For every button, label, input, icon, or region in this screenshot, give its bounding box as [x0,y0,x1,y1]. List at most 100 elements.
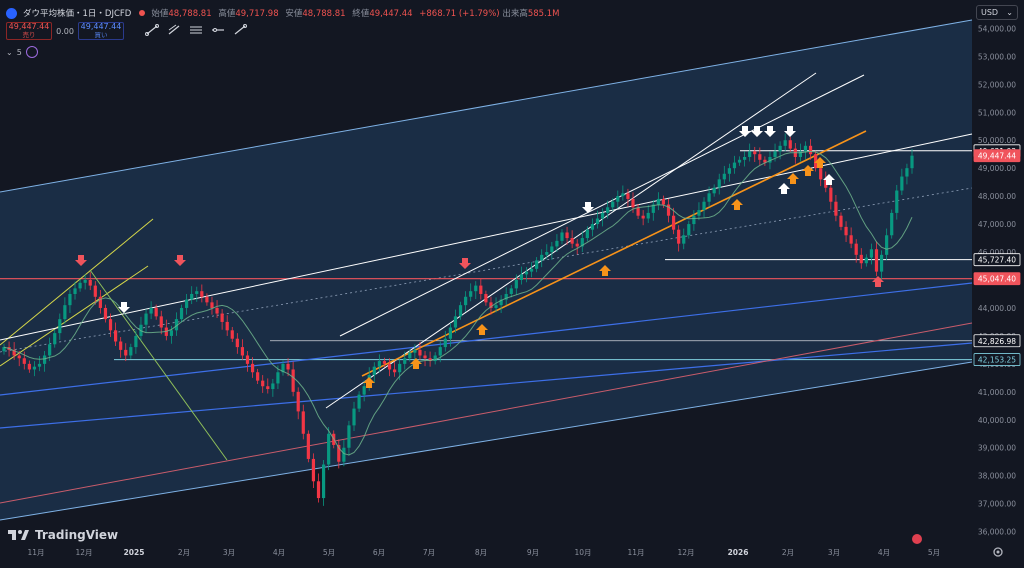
market-status-icon [139,10,146,16]
green-downtrend-line [89,269,228,461]
y-tick-label: 46,000.00 [978,248,1016,257]
x-tick-label: 12月 [677,548,694,557]
candle-body [753,151,757,155]
y-tick-label: 53,000.00 [978,52,1016,61]
up-arrow-marker [778,183,790,194]
x-tick-label: 5月 [928,548,940,557]
collapse-chevron-icon[interactable]: ⌄ [6,47,13,57]
candle-body [758,154,762,160]
candle-body [540,254,544,261]
candle-body [32,366,37,370]
candle-body [78,282,82,289]
y-tick-label: 44,000.00 [978,304,1016,313]
candle-body [408,352,412,359]
candle-body [83,280,87,283]
up-arrow-marker [363,377,375,388]
y-tick-label: 40,000.00 [978,416,1016,425]
y-tick-label: 49,000.00 [978,164,1016,173]
dow-logo-icon [6,7,17,19]
sell-price: 49,447.44 [8,22,50,31]
measure-tool-icon[interactable] [232,23,248,37]
candle-body [661,198,666,205]
candle-body [433,355,437,362]
currency-selector[interactable]: USD ⌄ [976,5,1018,20]
trade-panel: 49,447.44 売り 0.00 49,447.44 買い [6,22,124,40]
candle-body [453,316,458,328]
candle-body [413,349,417,353]
candle-body [773,151,777,157]
candle-body [798,151,803,157]
x-tick-label: 7月 [423,548,435,557]
candle-body [788,140,792,149]
candle-body [580,238,584,247]
fib-tool-icon[interactable] [188,23,204,37]
candle-body [190,293,194,300]
candle-body [879,254,884,272]
blue-trend-line-1 [0,282,973,396]
candle-body [494,305,498,308]
candle-body [590,224,595,230]
symbol-title[interactable]: ダウ平均株価・1日・DJCFD [23,9,132,19]
candle-body [677,229,681,244]
candle-body [722,173,726,180]
symbol-header: ダウ平均株価・1日・DJCFD 始値48,788.81 高値49,717.98 … [6,5,564,21]
orange-uptrend-line [361,130,867,377]
candle-body [641,215,645,219]
sell-button[interactable]: 49,447.44 売り [6,22,52,40]
price-label-box [973,353,1021,366]
candle-body [737,159,742,163]
sell-label: 売り [22,31,36,39]
candle-body [814,154,818,169]
buy-price: 49,447.44 [80,22,122,31]
candle-body [895,190,899,213]
candle-body [712,187,716,194]
candle-body [17,355,21,359]
indicator-visibility-icon[interactable] [25,46,38,58]
candle-body [93,285,97,297]
candle-body [58,319,62,334]
settings-gear-icon[interactable] [992,546,1004,558]
horizontal-line-tool-icon[interactable] [210,23,226,37]
y-tick-label: 37,000.00 [978,500,1016,509]
y-tick-label: 38,000.00 [978,472,1016,481]
red-trend-line [0,322,973,504]
candle-body [240,347,245,356]
candle-body [281,363,285,373]
candle-body [621,193,625,197]
candle-body [423,355,427,359]
candle-body [387,363,392,370]
down-arrow-marker [459,258,471,269]
x-tick-label: 2025 [124,548,145,557]
candle-body [509,288,513,294]
candle-body [839,215,843,227]
candle-body [595,218,600,225]
buy-button[interactable]: 49,447.44 買い [78,22,124,40]
trendline-tool-icon[interactable] [144,23,160,37]
indicator-period: 5 [16,47,22,57]
candle-body [301,411,305,434]
ray-tool-icon[interactable] [166,23,182,37]
candle-body [692,215,696,225]
y-tick-label: 51,000.00 [978,108,1016,117]
price-label-text: 42,826.98 [978,337,1016,346]
x-tick-label: 3月 [828,548,840,557]
candle-body [783,140,787,146]
candle-body [210,302,214,308]
volume-label: 出来高 [502,9,528,19]
candle-body [185,299,189,308]
candle-body [352,408,356,426]
candle-body [296,391,300,412]
low-value: 48,788.81 [302,9,346,19]
candle-body [474,285,478,292]
y-tick-label: 41,000.00 [978,388,1016,397]
indicator-legend[interactable]: ⌄ 5 [6,46,38,58]
candle-body [697,210,701,216]
candle-body [458,305,463,317]
candle-body [144,313,148,325]
candle-body [864,257,868,264]
low-label: 安値 [285,9,303,19]
candle-body [108,319,113,331]
candle-body [362,386,366,395]
